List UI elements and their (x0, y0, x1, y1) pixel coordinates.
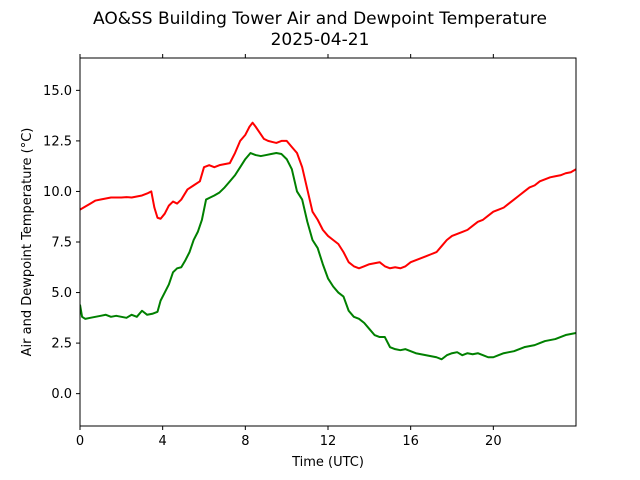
series-line-1 (80, 121, 576, 270)
y-tick-label: 15.0 (43, 84, 72, 99)
y-axis-label: Air and Dewpoint Temperature (°C) (20, 128, 35, 357)
chart-title: AO&SS Building Tower Air and Dewpoint Te… (93, 9, 547, 29)
y-tick-label: 12.5 (43, 134, 72, 149)
x-tick-label: 0 (76, 434, 84, 449)
x-tick-label: 20 (485, 434, 502, 449)
y-tick-label: 0.0 (51, 387, 72, 402)
x-axis-label: Time (UTC) (291, 455, 364, 470)
y-axis: 0.0 2.5 5.0 7.5 10.0 12.5 15.0 (43, 84, 80, 402)
plot-frame (79, 57, 577, 427)
x-tick-label: 4 (159, 434, 167, 449)
y-tick-label: 5.0 (51, 286, 72, 301)
y-tick-label: 10.0 (43, 185, 72, 200)
x-tick-label: 8 (241, 434, 249, 449)
x-axis: 0 4 8 12 16 20 (76, 54, 502, 449)
series-line-2 (80, 152, 576, 361)
chart-subtitle: 2025-04-21 (271, 30, 370, 50)
x-tick-label: 16 (402, 434, 419, 449)
y-tick-label: 7.5 (51, 236, 72, 251)
x-tick-label: 12 (320, 434, 337, 449)
y-tick-label: 2.5 (51, 337, 72, 352)
series-layer (80, 121, 576, 361)
